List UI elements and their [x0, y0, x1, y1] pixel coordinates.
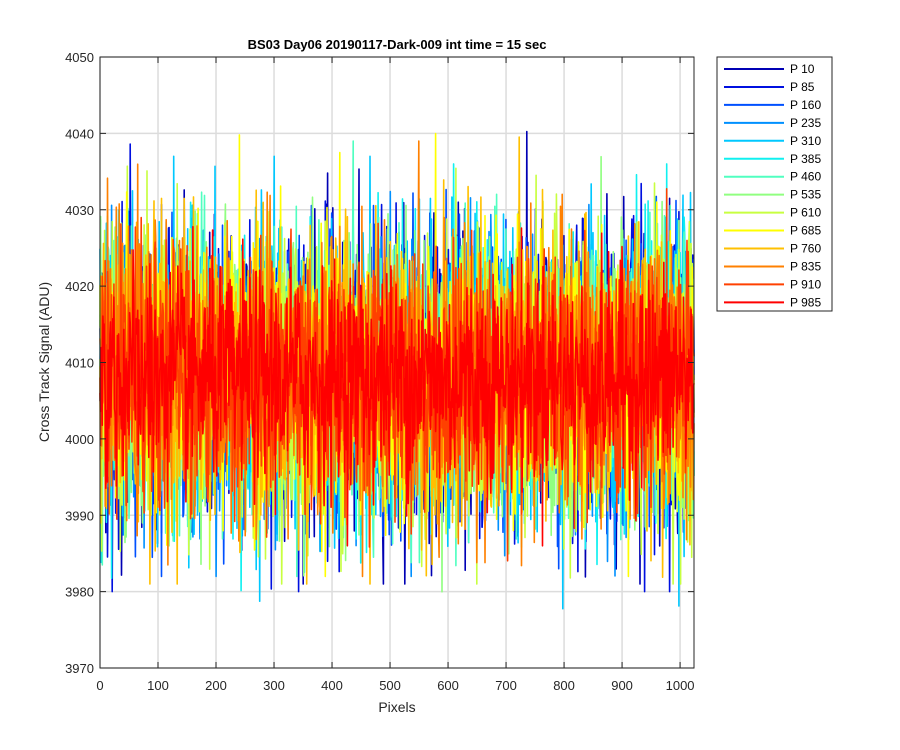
chart-title: BS03 Day06 20190117-Dark-009 int time = … [248, 37, 547, 52]
legend-item[interactable]: P 85 [724, 80, 815, 94]
y-axis-label: Cross Track Signal (ADU) [36, 282, 52, 442]
legend-item[interactable]: P 835 [724, 259, 821, 273]
x-tick-label: 500 [379, 678, 401, 693]
x-tick-label: 300 [263, 678, 285, 693]
legend-item[interactable]: P 385 [724, 152, 821, 166]
x-tick-label: 400 [321, 678, 343, 693]
legend-label: P 160 [790, 98, 821, 112]
x-tick-label: 900 [611, 678, 633, 693]
x-tick-label: 700 [495, 678, 517, 693]
x-tick-label: 100 [147, 678, 169, 693]
legend-item[interactable]: P 460 [724, 170, 821, 184]
legend-label: P 85 [790, 80, 815, 94]
legend-label: P 685 [790, 224, 821, 238]
x-tick-label: 1000 [666, 678, 695, 693]
legend-label: P 610 [790, 206, 821, 220]
x-tick-label: 800 [553, 678, 575, 693]
x-tick-label: 600 [437, 678, 459, 693]
legend-label: P 760 [790, 242, 821, 256]
y-tick-label: 4040 [65, 126, 94, 141]
legend-item[interactable]: P 535 [724, 188, 821, 202]
legend-item[interactable]: P 760 [724, 242, 821, 256]
legend[interactable]: P 10 P 85 P 160 P 235 P 310 P 385 P 460 P 535 P … [716, 56, 833, 312]
legend-label: P 235 [790, 116, 821, 130]
legend-label: P 10 [790, 62, 815, 76]
y-tick-label: 4010 [65, 356, 94, 371]
legend-label: P 910 [790, 277, 821, 291]
y-tick-label: 3980 [65, 585, 94, 600]
legend-item[interactable]: P 235 [724, 116, 821, 130]
legend-item[interactable]: P 10 [724, 62, 815, 76]
y-tick-label: 4000 [65, 432, 94, 447]
y-tick-label: 4030 [65, 203, 94, 218]
y-tick-label: 4020 [65, 279, 94, 294]
y-tick-label: 3990 [65, 508, 94, 523]
legend-item[interactable]: P 910 [724, 277, 821, 291]
legend-label: P 535 [790, 188, 821, 202]
legend-item[interactable]: P 310 [724, 134, 821, 148]
legend-item[interactable]: P 685 [724, 224, 821, 238]
legend-item[interactable]: P 610 [724, 206, 821, 220]
legend-item[interactable]: P 985 [724, 295, 821, 309]
y-tick-label: 3970 [65, 661, 94, 676]
tick-marks [99, 56, 694, 669]
x-tick-label: 0 [96, 678, 103, 693]
legend-label: P 985 [790, 295, 821, 309]
y-tick-labels: 3970 3980 3990 4000 4010 4020 4030 4040 4050 [65, 50, 94, 676]
legend-box [716, 56, 833, 312]
y-tick-label: 4050 [65, 50, 94, 65]
x-tick-labels: 0 100 200 300 400 500 600 700 800 900 1000 [96, 678, 694, 693]
x-tick-label: 200 [205, 678, 227, 693]
x-axis-label: Pixels [378, 699, 415, 715]
legend-label: P 310 [790, 134, 821, 148]
legend-label: P 385 [790, 152, 821, 166]
series-line-p-985 [99, 225, 695, 547]
legend-label: P 460 [790, 170, 821, 184]
legend-item[interactable]: P 160 [724, 98, 821, 112]
legend-label: P 835 [790, 259, 821, 273]
series-layer [99, 130, 695, 610]
